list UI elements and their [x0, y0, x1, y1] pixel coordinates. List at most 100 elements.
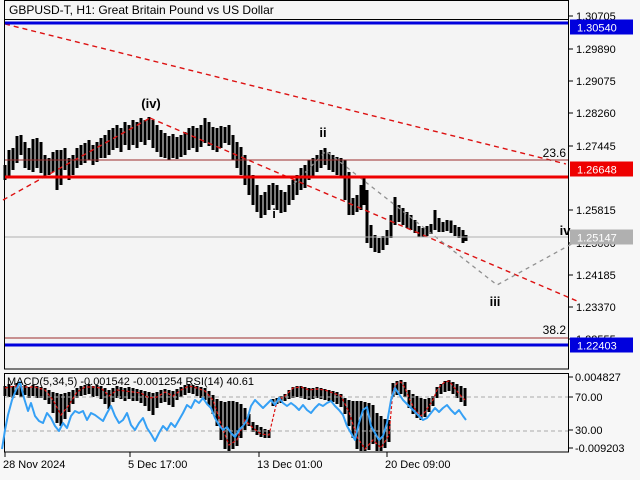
indicator-layer [1, 380, 568, 451]
price-level-badge-label: 1.26648 [577, 165, 617, 177]
price-bar [63, 147, 67, 171]
price-bar [47, 157, 51, 175]
macd-histogram-bar [87, 384, 91, 394]
price-bar [271, 183, 275, 205]
price-bar [351, 198, 355, 215]
price-tick-label: 1.23370 [576, 302, 616, 314]
price-bar [319, 149, 323, 169]
price-bar [343, 160, 347, 201]
macd-histogram-bar [363, 402, 367, 451]
price-bar [457, 227, 461, 239]
wave-label-ii: ii [319, 125, 326, 140]
wave-label-iii: iii [490, 294, 501, 309]
price-bar [171, 134, 175, 158]
macd-histogram-bar [231, 401, 235, 449]
macd-histogram-bar [147, 392, 151, 411]
indicator-scale-label: 30.00 [575, 425, 603, 437]
macd-histogram-bar [371, 405, 375, 444]
price-bar [381, 236, 385, 250]
price-tick-label: 1.29075 [576, 76, 616, 88]
price-level-badge [570, 161, 633, 177]
price-levels-layer[interactable] [5, 21, 568, 347]
macd-histogram-bar [263, 429, 267, 438]
price-bar [275, 185, 279, 210]
price-level-badge-label: 1.22403 [577, 341, 617, 353]
fib-label-23.6: 23.6 [543, 146, 567, 160]
price-bar [283, 191, 287, 213]
trendline-downtrend-upper[interactable] [4, 23, 567, 165]
macd-histogram-bar [43, 388, 47, 400]
trendline-wedge-rise[interactable] [2, 117, 151, 201]
macd-histogram-bar [451, 382, 455, 394]
price-bar [365, 189, 369, 243]
price-tick-label: 1.29890 [576, 44, 616, 56]
macd-histogram-bar [447, 380, 451, 391]
price-bar [211, 127, 215, 150]
macd-histogram-bar [131, 388, 135, 401]
price-bar [127, 125, 131, 150]
macd-histogram-bar [331, 391, 335, 402]
price-bar [175, 136, 179, 159]
price-bar [159, 130, 163, 157]
price-bar [11, 147, 15, 171]
macd-histogram-bar [247, 414, 251, 426]
price-bar [251, 174, 255, 205]
macd-histogram-bar [399, 380, 403, 394]
indicator-panel[interactable] [4, 373, 569, 453]
price-bar [43, 155, 47, 179]
price-bar [163, 132, 167, 158]
macd-histogram-bar [299, 386, 303, 398]
price-bar [199, 125, 203, 148]
price-bar [223, 127, 227, 144]
trendline-downtrend-from-iv[interactable] [149, 117, 578, 302]
price-bar [95, 142, 99, 163]
macd-histogram-bar [403, 382, 407, 397]
wave-projection-path[interactable] [293, 150, 578, 286]
price-bar [359, 185, 363, 210]
price-bar [103, 134, 107, 158]
macd-histogram-bar [211, 395, 215, 414]
macd-histogram-bar [443, 381, 447, 392]
wave-label-iv: iv [560, 223, 572, 238]
macd-histogram-bar [191, 385, 195, 394]
price-axis: 1.307051.298901.290751.282601.274451.258… [568, 11, 633, 455]
price-bar [187, 128, 191, 150]
macd-histogram-bar [323, 389, 327, 400]
time-axis: 28 Nov 2024 5 Dec 17:00 13 Dec 01:00 20 Dec… [3, 452, 450, 471]
price-bar [279, 189, 283, 213]
price-bar [421, 227, 425, 237]
macd-histogram-bar [127, 387, 131, 399]
price-bar [315, 155, 319, 173]
macd-histogram-bar [59, 394, 63, 426]
macd-histogram-bar [175, 389, 179, 400]
macd-histogram-bar [135, 389, 139, 401]
macd-histogram-bar [223, 402, 227, 449]
macd-histogram-bar [3, 386, 7, 396]
price-bar [123, 121, 127, 146]
price-bar [263, 191, 267, 215]
price-bar [405, 212, 409, 228]
price-bar [55, 149, 59, 190]
price-bar [19, 134, 23, 156]
chart-title: GBPUSD-T, H1: Great Britain Pound vs US … [9, 3, 274, 17]
macd-histogram-bar [91, 386, 95, 397]
price-bar [99, 138, 103, 158]
macd-histogram-bar [227, 401, 231, 451]
price-bar [287, 185, 291, 205]
macd-histogram-bar [343, 398, 347, 414]
price-level-badge [570, 337, 633, 353]
price-bar [111, 128, 115, 150]
price-bar [231, 134, 235, 161]
price-bar [183, 132, 187, 156]
macd-histogram-bar [23, 385, 27, 395]
macd-histogram-bar [287, 390, 291, 399]
trendlines-layer[interactable] [2, 23, 578, 302]
macd-histogram-bar [151, 393, 155, 415]
macd-histogram-bar [419, 398, 423, 420]
indicator-scale-label: 70.00 [575, 392, 603, 404]
wave-projection-layer[interactable] [293, 150, 578, 286]
price-bar [307, 160, 311, 180]
price-bar [195, 128, 199, 152]
time-tick-label: 13 Dec 01:00 [257, 459, 322, 471]
fib-label-38.2: 38.2 [543, 323, 567, 337]
